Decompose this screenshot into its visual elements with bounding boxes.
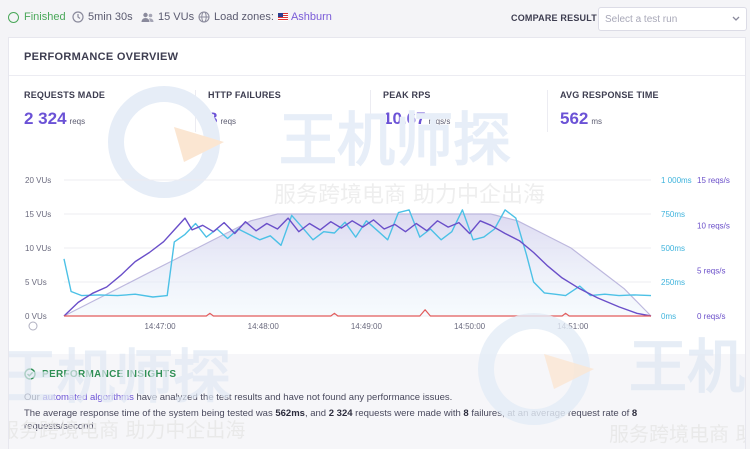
stat-unit: ms bbox=[591, 117, 603, 126]
y-right-rps-tick-label: 0 reqs/s bbox=[697, 312, 725, 321]
y-left-tick-label: 20 VUs bbox=[25, 176, 51, 185]
y-left-tick-label: 0 VUs bbox=[25, 312, 47, 321]
duration-value: 5min 30s bbox=[88, 11, 133, 23]
test-run-header: Finished 5min 30s 15 VUs Load zones: Ash… bbox=[0, 0, 750, 36]
time-axis-clock-icon bbox=[28, 321, 38, 331]
performance-overview-card: PERFORMANCE OVERVIEW REQUESTS MADE 2 324… bbox=[8, 37, 746, 449]
select-placeholder: Select a test run bbox=[605, 14, 678, 25]
y-left-tick-label: 10 VUs bbox=[25, 244, 51, 253]
us-flag-icon bbox=[277, 13, 288, 21]
stat-value: 562 bbox=[560, 109, 589, 128]
stat-label: HTTP FAILURES bbox=[208, 90, 281, 100]
vus-meta: 15 VUs bbox=[141, 11, 194, 23]
load-zone-value: Ashburn bbox=[290, 11, 332, 23]
status-indicator: Finished bbox=[8, 11, 66, 23]
y-right-ms-tick-label: 750ms bbox=[661, 210, 685, 219]
insights-text: requests were made with bbox=[355, 408, 461, 419]
stat-divider bbox=[547, 90, 548, 132]
insights-failures: 8 bbox=[463, 408, 469, 419]
globe-icon bbox=[198, 11, 210, 23]
stat-unit: reqs/s bbox=[428, 117, 451, 126]
stat-divider bbox=[195, 90, 196, 132]
status-ring-icon bbox=[8, 11, 19, 23]
x-tick-label: 14:50:00 bbox=[454, 322, 486, 331]
x-tick-label: 14:49:00 bbox=[351, 322, 383, 331]
stat-http-failures: HTTP FAILURES 8 reqs bbox=[208, 90, 281, 129]
vus-line bbox=[63, 213, 652, 317]
clock-icon bbox=[72, 11, 84, 23]
insights-title-text: PERFORMANCE INSIGHTS bbox=[42, 368, 177, 380]
insights-line-1: Our automated algorithms have analyzed t… bbox=[24, 391, 452, 404]
insights-text: have analyzed the test results and have … bbox=[136, 392, 453, 403]
overview-title: PERFORMANCE OVERVIEW bbox=[24, 51, 179, 63]
y-right-rps-tick-label: 10 reqs/s bbox=[697, 221, 730, 230]
y-right-ms-tick-label: 500ms bbox=[661, 244, 685, 253]
load-zones-label: Load zones: bbox=[214, 11, 274, 23]
stat-value: 8 bbox=[208, 109, 218, 128]
insights-line-2: The average response time of the system … bbox=[24, 407, 724, 433]
x-tick-label: 14:51:00 bbox=[557, 322, 589, 331]
insights-avg-ms: 562ms bbox=[275, 408, 305, 419]
status-label: Finished bbox=[24, 11, 66, 23]
y-right-ms-tick-label: 0ms bbox=[661, 312, 676, 321]
load-zones-meta: Load zones: Ashburn bbox=[198, 11, 332, 23]
y-left-tick-label: 15 VUs bbox=[25, 210, 51, 219]
chevron-down-icon bbox=[732, 16, 740, 21]
insights-text: The average response time of the system … bbox=[24, 408, 273, 419]
y-left-tick-label: 5 VUs bbox=[25, 278, 47, 287]
stat-divider bbox=[370, 90, 371, 132]
stat-label: PEAK RPS bbox=[383, 90, 431, 100]
vus-area bbox=[64, 214, 651, 316]
users-icon bbox=[141, 12, 154, 22]
insights-text: Our bbox=[24, 392, 40, 403]
title-divider bbox=[9, 75, 745, 76]
insights-text: requests/second. bbox=[24, 421, 97, 432]
insights-rate: 8 bbox=[631, 408, 638, 419]
y-right-rps-tick-label: 15 reqs/s bbox=[697, 176, 730, 185]
duration-meta: 5min 30s bbox=[72, 11, 133, 23]
y-right-rps-tick-label: 5 reqs/s bbox=[697, 267, 725, 276]
insights-title: PERFORMANCE INSIGHTS bbox=[24, 368, 176, 380]
x-tick-label: 14:47:00 bbox=[144, 322, 176, 331]
stat-unit: reqs bbox=[220, 117, 237, 126]
stat-avg-response-time: AVG RESPONSE TIME 562 ms bbox=[560, 90, 659, 129]
stat-label: AVG RESPONSE TIME bbox=[560, 90, 659, 100]
stat-label: REQUESTS MADE bbox=[24, 90, 106, 100]
performance-chart[interactable]: 20 VUs 15 VUs 10 VUs 5 VUs 0 VUs 1 000ms 750ms… bbox=[9, 168, 747, 348]
performance-insights: PERFORMANCE INSIGHTS Our automated algor… bbox=[9, 313, 745, 449]
response-time-line bbox=[63, 209, 652, 298]
compare-test-run-select[interactable]: Select a test run bbox=[598, 7, 747, 31]
insights-text: failures, at an average request rate of bbox=[471, 408, 630, 419]
insights-requests: 2 324 bbox=[328, 408, 353, 419]
vus-value: 15 VUs bbox=[158, 11, 195, 23]
stat-value: 10.67 bbox=[383, 109, 426, 128]
y-right-ms-tick-label: 1 000ms bbox=[661, 176, 692, 185]
automated-algorithms-link[interactable]: automated algorithms bbox=[42, 392, 134, 403]
check-circle-icon bbox=[24, 368, 36, 380]
x-tick-label: 14:48:00 bbox=[248, 322, 280, 331]
stat-value: 2 324 bbox=[24, 109, 67, 128]
y-right-ms-tick-label: 250ms bbox=[661, 278, 685, 287]
insights-text: , and bbox=[304, 408, 327, 419]
request-rate-line bbox=[63, 217, 652, 317]
stat-requests-made: REQUESTS MADE 2 324 reqs bbox=[24, 90, 105, 129]
compare-result-label: COMPARE RESULT bbox=[511, 13, 597, 23]
stat-unit: reqs bbox=[69, 117, 86, 126]
stat-peak-rps: PEAK RPS 10.67 reqs/s bbox=[383, 90, 450, 129]
